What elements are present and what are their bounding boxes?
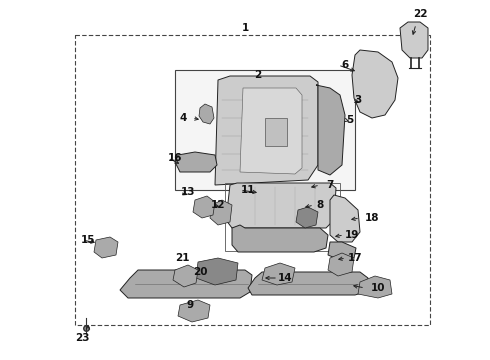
Text: 9: 9 [186, 300, 194, 310]
Polygon shape [328, 253, 354, 276]
Text: 3: 3 [354, 95, 362, 105]
Text: 5: 5 [346, 115, 354, 125]
Text: 15: 15 [81, 235, 95, 245]
Text: 7: 7 [326, 180, 334, 190]
Polygon shape [196, 258, 238, 285]
Bar [265, 118, 287, 146]
Polygon shape [316, 85, 345, 175]
Polygon shape [352, 50, 398, 118]
Polygon shape [193, 196, 215, 218]
Bar [225, 183, 340, 251]
Polygon shape [400, 22, 428, 58]
Polygon shape [262, 263, 295, 285]
Polygon shape [232, 225, 328, 252]
Text: 16: 16 [168, 153, 182, 163]
Polygon shape [358, 276, 392, 298]
Polygon shape [199, 104, 214, 124]
Text: 4: 4 [179, 113, 187, 123]
Text: 2: 2 [254, 70, 262, 80]
Polygon shape [94, 237, 118, 258]
Polygon shape [296, 207, 318, 228]
Polygon shape [328, 242, 356, 260]
Text: 20: 20 [193, 267, 207, 277]
Text: 23: 23 [75, 333, 89, 343]
Polygon shape [173, 265, 198, 287]
Polygon shape [248, 272, 368, 295]
Polygon shape [215, 76, 318, 185]
Polygon shape [178, 300, 210, 322]
Text: 19: 19 [345, 230, 359, 240]
Polygon shape [175, 152, 217, 172]
Polygon shape [240, 88, 302, 174]
Text: 12: 12 [211, 200, 225, 210]
Text: 17: 17 [348, 253, 362, 263]
Text: 22: 22 [413, 9, 427, 19]
Text: 21: 21 [175, 253, 189, 263]
Text: 11: 11 [241, 185, 255, 195]
Text: 10: 10 [371, 283, 385, 293]
Bar [175, 70, 355, 190]
Polygon shape [210, 200, 232, 225]
Text: 18: 18 [365, 213, 379, 223]
Text: 8: 8 [317, 200, 323, 210]
Text: 13: 13 [181, 187, 195, 197]
Text: 14: 14 [278, 273, 293, 283]
Text: 6: 6 [342, 60, 348, 70]
Polygon shape [226, 183, 336, 228]
Bar [75, 35, 430, 325]
Text: 1: 1 [242, 23, 248, 33]
Polygon shape [330, 195, 360, 242]
Polygon shape [120, 270, 252, 298]
